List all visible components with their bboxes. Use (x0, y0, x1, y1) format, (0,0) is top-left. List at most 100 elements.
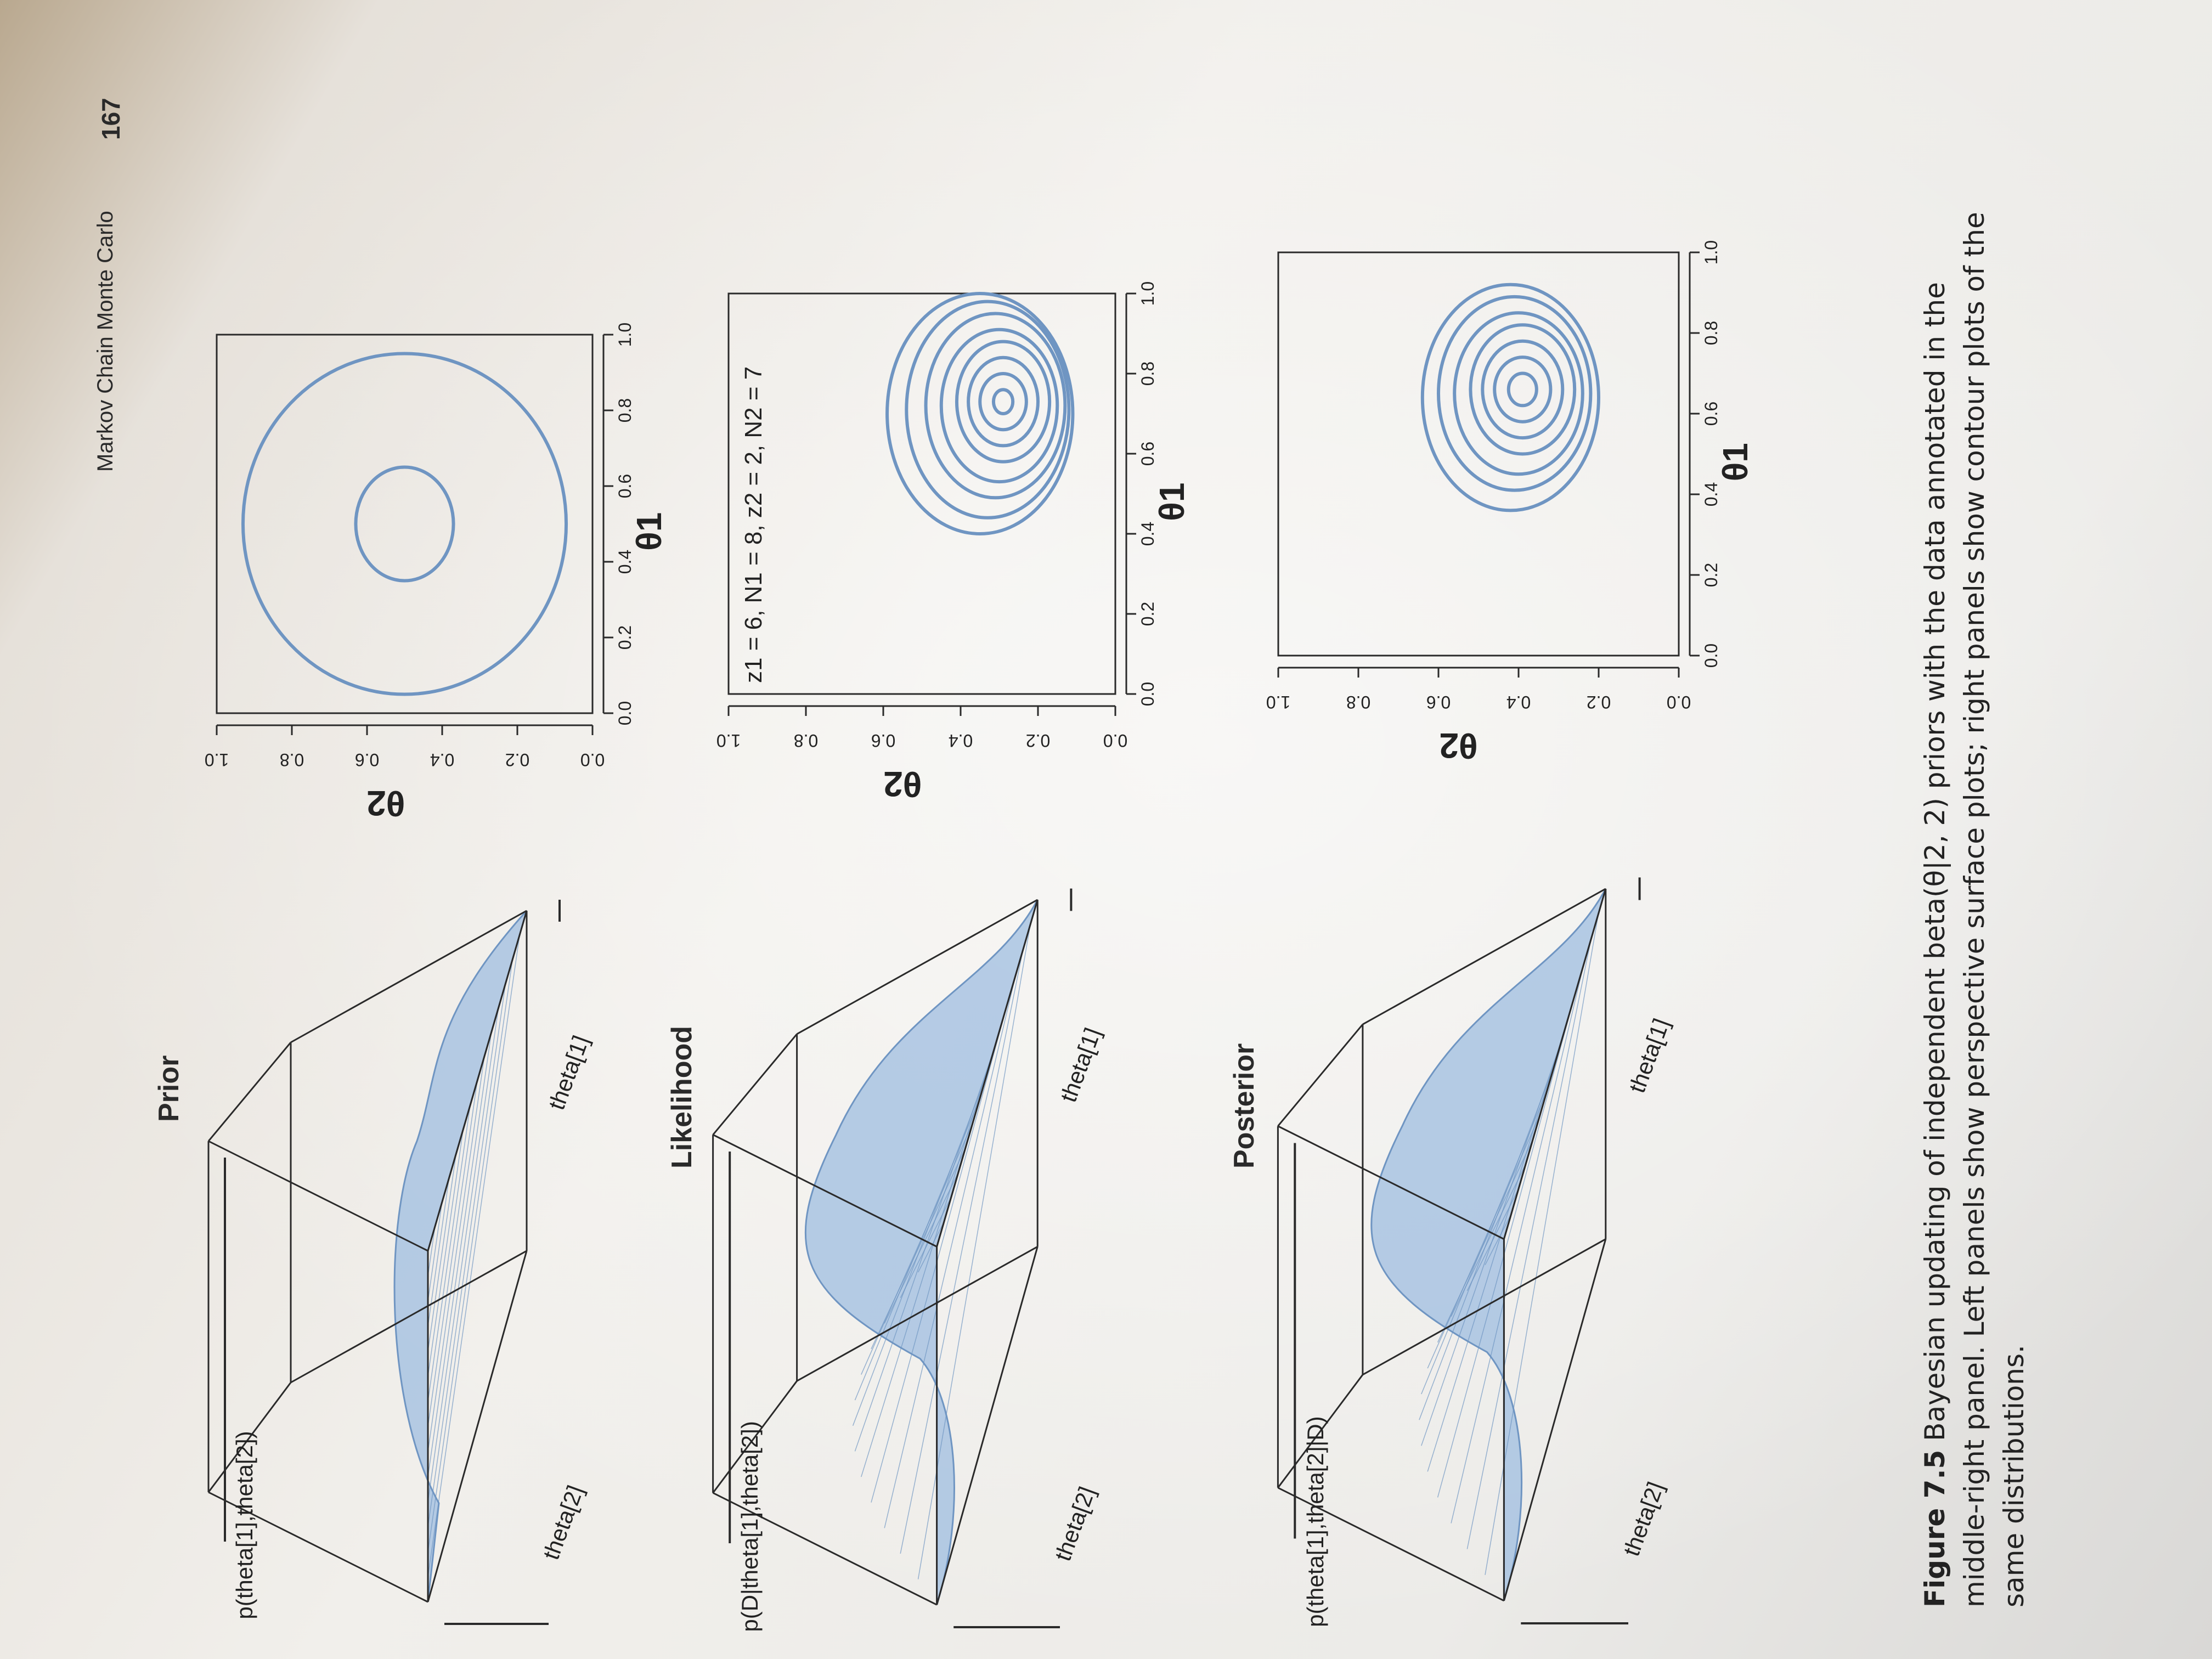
contour-line (924, 312, 1067, 500)
plot-frame (1277, 251, 1680, 657)
theta2-tick-label: 0.2 (1026, 731, 1050, 751)
box-edge (936, 899, 1039, 1247)
theta1-tick-label: 0.2 (1138, 602, 1158, 626)
plot-frame (216, 334, 594, 714)
theta1-tick-label: 0.4 (1701, 482, 1721, 506)
theta1-axis-title: θ1 (629, 512, 669, 551)
box-edge (290, 910, 527, 1043)
contour-line (354, 465, 455, 583)
theta1-tick-label: 0.8 (1138, 362, 1158, 386)
contour-line (1453, 311, 1584, 476)
theta2-tick-label: 0.4 (949, 731, 973, 751)
theta1-tick-label: 0.4 (615, 550, 635, 574)
box-edge (1362, 888, 1606, 1025)
data-annotation: z1 = 6, N1 = 8, z2 = 2, N2 = 7 (740, 366, 767, 683)
mesh-line (1427, 1013, 1570, 1472)
mesh-line (427, 935, 520, 1577)
plot-frame (727, 292, 1116, 695)
contour-line (1437, 295, 1593, 492)
theta1-tick-label: 0.0 (1701, 644, 1721, 668)
box-edge (712, 1492, 938, 1606)
mesh-line (427, 1202, 443, 1301)
theta1-tick-label: 1.0 (615, 323, 635, 347)
mesh-line (854, 1048, 995, 1452)
box-edge (208, 1491, 428, 1603)
theta2-axis-title: θ2 (883, 764, 922, 804)
theta1-tick-label: 0.2 (1701, 563, 1721, 587)
box-edge (1277, 1024, 1364, 1127)
mesh-line (427, 1129, 464, 1376)
contour-line (885, 292, 1075, 535)
theta2-axis-title: θ2 (1439, 726, 1477, 765)
surface-z-label: p(theta[1],theta[2]) (232, 1431, 257, 1619)
contour-line (1506, 371, 1538, 408)
theta2-tick-label: 0.4 (430, 750, 454, 770)
theta2-tick-label: 0.6 (1426, 692, 1451, 712)
contour-line (905, 300, 1071, 520)
mesh-line (427, 1153, 457, 1351)
mesh-line (1437, 989, 1577, 1498)
box-edge (207, 1382, 292, 1493)
surface-mesh (804, 899, 1039, 1605)
box-edge (1362, 1238, 1606, 1376)
theta1-tick-label: 0.6 (1701, 402, 1721, 426)
contour-line (1420, 283, 1600, 512)
box-edge (796, 899, 1038, 1035)
box-edge (1277, 1374, 1364, 1488)
theta2-tick-label: 0.4 (1506, 692, 1531, 712)
mesh-line (1466, 939, 1592, 1549)
mesh-line (884, 974, 1017, 1528)
mesh-line (427, 959, 514, 1552)
box-edge (936, 1246, 1039, 1605)
theta2-tick-label: 0.0 (1667, 692, 1691, 712)
theta2-tick-label: 0.6 (355, 750, 379, 770)
mesh-line (1419, 1064, 1555, 1420)
theta2-tick-label: 0.0 (580, 750, 605, 770)
mesh-line (427, 1178, 450, 1327)
box-edge (712, 1134, 938, 1248)
theta2-tick-label: 1.0 (205, 750, 229, 770)
contour-line (241, 352, 568, 696)
mesh-line (427, 1080, 478, 1427)
box-edge (1503, 888, 1607, 1240)
theta2-axis-title: θ2 (366, 783, 405, 823)
contour-line (1481, 339, 1565, 440)
box-edge (427, 1250, 528, 1602)
mesh-line (1421, 1088, 1548, 1395)
theta1-tick-label: 0.8 (1701, 321, 1721, 345)
contour-line (967, 356, 1040, 448)
surface-z-label: p(theta[1],theta[2]|D) (1302, 1416, 1328, 1627)
mesh-line (427, 1032, 492, 1477)
theta1-tick-label: 0.0 (1138, 682, 1158, 706)
theta1-tick-label: 1.0 (1701, 240, 1721, 264)
theta1-tick-label: 0.2 (615, 625, 635, 650)
mesh-line (871, 998, 1009, 1503)
contour-line (991, 388, 1015, 415)
theta1-tick-label: 0.6 (615, 474, 635, 498)
theta2-tick-label: 0.0 (1103, 731, 1127, 751)
box-edge (1503, 1239, 1607, 1601)
box-edge (290, 1250, 527, 1384)
theta1-tick-label: 0.6 (1138, 442, 1158, 466)
mesh-line (900, 949, 1024, 1554)
mesh-line (854, 1098, 980, 1401)
box-edge (208, 1140, 428, 1252)
mesh-line (1451, 963, 1584, 1523)
box-edge (712, 1380, 798, 1494)
mesh-line (427, 983, 506, 1527)
mesh-line (427, 1056, 485, 1452)
theta1-tick-label: 1.0 (1138, 281, 1158, 306)
theta1-axis-title: θ1 (1152, 483, 1192, 521)
theta2-tick-label: 0.2 (505, 750, 529, 770)
mesh-line (427, 1226, 436, 1276)
surface-y-label: theta[2] (1618, 1479, 1669, 1560)
mesh-line (861, 1023, 1002, 1477)
box-edge (427, 910, 528, 1251)
theta2-tick-label: 0.8 (1346, 692, 1370, 712)
mesh-line (427, 1008, 499, 1502)
